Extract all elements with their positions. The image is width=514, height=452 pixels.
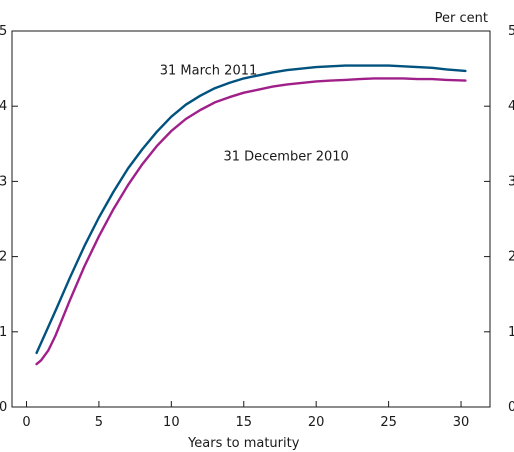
y-tick-label-left: 0 — [0, 400, 7, 415]
y-tick-label-right: 1 — [508, 325, 514, 340]
x-tick-label: 15 — [235, 415, 252, 430]
x-tick-label: 10 — [163, 415, 180, 430]
series-line-1 — [35, 77, 467, 366]
x-tick-label: 5 — [95, 415, 103, 430]
series-lines — [35, 64, 467, 366]
x-tick-label: 20 — [308, 415, 325, 430]
y-tick-label-right: 0 — [508, 400, 514, 415]
x-axis-title: Years to maturity — [187, 436, 300, 451]
y-tick-label-left: 2 — [0, 250, 7, 265]
y-tick-label-right: 3 — [508, 174, 514, 189]
x-tick-label: 0 — [22, 415, 30, 430]
x-axis-ticks: 0 5 10 15 20 25 30 — [22, 401, 469, 430]
y-tick-label-left: 1 — [0, 325, 7, 340]
y-tick-label-left: 5 — [0, 24, 7, 39]
x-tick-label: 30 — [453, 415, 470, 430]
series-label-1: 31 December 2010 — [223, 149, 348, 164]
y-axis-title: Per cent — [435, 11, 488, 26]
y-tick-label-right: 2 — [508, 250, 514, 265]
plot-frame — [11, 30, 491, 408]
y-tick-label-right: 4 — [508, 99, 514, 114]
y-tick-label-left: 4 — [0, 99, 7, 114]
y-tick-label-left: 3 — [0, 174, 7, 189]
x-tick-label: 25 — [380, 415, 397, 430]
y-tick-label-right: 5 — [508, 24, 514, 39]
series-annotations: 31 March 2011 31 December 2010 — [160, 64, 349, 165]
y-axis-ticks: 0 0 1 1 2 2 3 3 4 4 5 5 — [0, 24, 514, 415]
series-label-0: 31 March 2011 — [160, 64, 258, 79]
series-line-0 — [35, 64, 467, 355]
